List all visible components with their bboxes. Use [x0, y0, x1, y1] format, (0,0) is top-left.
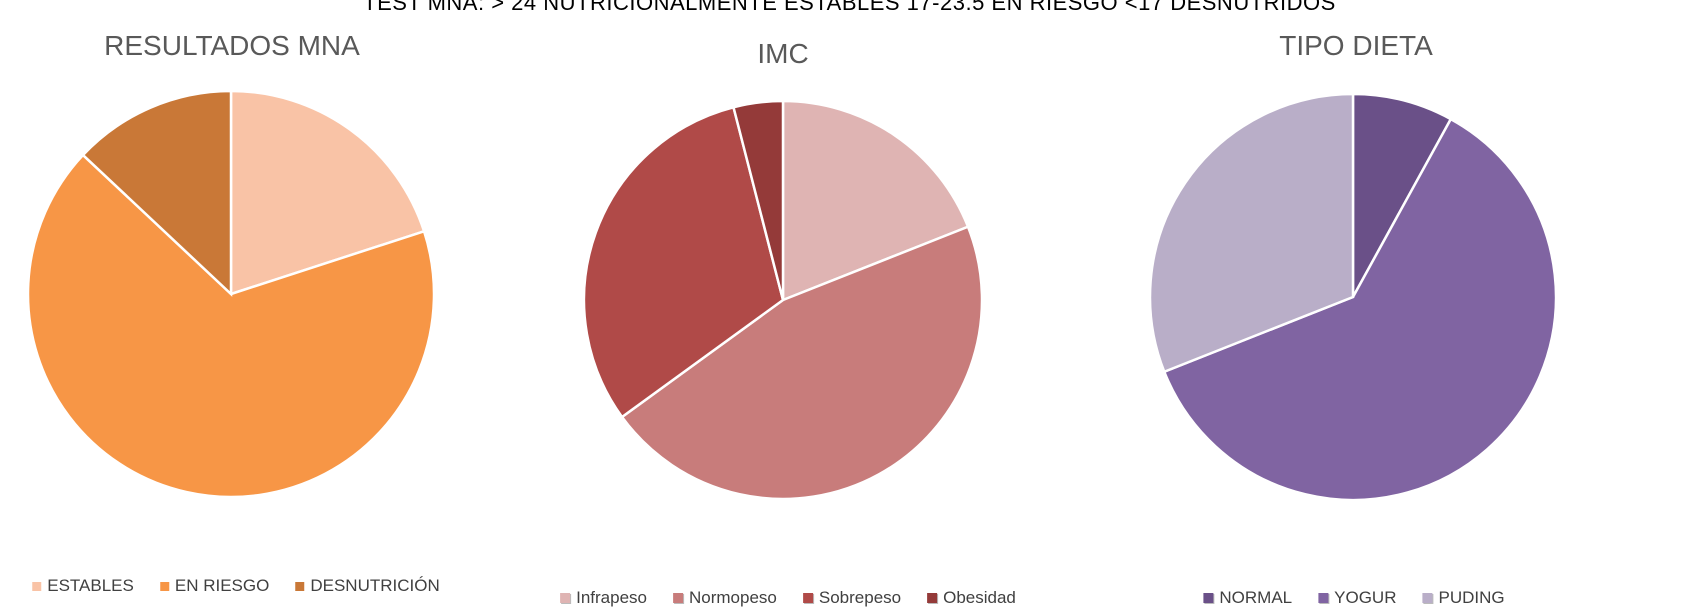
legend-tipo-dieta: NORMAL YOGUR PUDING — [1203, 588, 1505, 608]
legend-imc: Infrapeso Normopeso Sobrepeso Obesidad — [560, 588, 1016, 608]
pie-slice-estables — [229, 89, 426, 296]
legend-item: NORMAL — [1203, 588, 1292, 608]
legend-item: EN RIESGO — [159, 576, 270, 596]
legend-label: NORMAL — [1219, 588, 1293, 607]
legend-item: Infrapeso — [560, 588, 647, 608]
pie-slice-obesidad — [731, 99, 785, 301]
legend-label: Sobrepeso — [818, 588, 902, 607]
header-criteria: TEST MNA: > 24 NUTRICIONALMENTE ESTABLES… — [0, 0, 1699, 10]
legend-swatch — [159, 581, 169, 591]
legend-label: PUDING — [1438, 588, 1505, 607]
pie-slice-infrapeso — [781, 99, 970, 302]
legend-item: Sobrepeso — [802, 588, 902, 608]
legend-swatch — [1422, 593, 1433, 603]
chart-title-imc: IMC — [757, 38, 809, 69]
legend-swatch — [1318, 593, 1329, 603]
legend-item: DESNUTRICIÓN — [295, 576, 440, 596]
chart-title-mna: RESULTADOS MNA — [104, 30, 360, 61]
legend-label: ESTABLES — [47, 576, 134, 595]
legend-item: ESTABLES — [32, 576, 134, 596]
pie-slice-desnutrición — [81, 89, 233, 297]
pie-slice-normopeso — [620, 225, 984, 501]
legend-label: Normopeso — [689, 588, 777, 607]
pie-slice-yogur — [1162, 117, 1558, 502]
pie-slice-en-riesgo — [26, 153, 436, 499]
legend-swatch — [927, 593, 938, 603]
legend-swatch — [1203, 593, 1214, 603]
legend-label: Infrapeso — [576, 588, 647, 607]
chart-title-tipo-dieta: TIPO DIETA — [1279, 30, 1433, 61]
legend-swatch — [560, 593, 571, 603]
legend-swatch — [295, 581, 305, 591]
legend-swatch — [802, 593, 813, 603]
legend-label: Obesidad — [943, 588, 1016, 607]
pie-slice-normal — [1351, 92, 1453, 298]
legend-item: Obesidad — [927, 588, 1016, 608]
legend-item: PUDING — [1422, 588, 1505, 608]
legend-swatch — [673, 593, 683, 603]
legend-label: EN RIESGO — [174, 576, 270, 595]
legend-item: Normopeso — [673, 588, 777, 608]
legend-label: DESNUTRICIÓN — [310, 576, 440, 595]
legend-swatch — [32, 581, 42, 591]
pie-slice-puding — [1148, 92, 1355, 374]
legend-mna: ESTABLES EN RIESGO DESNUTRICIÓN — [32, 576, 440, 596]
legend-label: YOGUR — [1334, 588, 1397, 607]
pie-slice-sobrepeso — [582, 105, 785, 419]
legend-item: YOGUR — [1318, 588, 1396, 608]
